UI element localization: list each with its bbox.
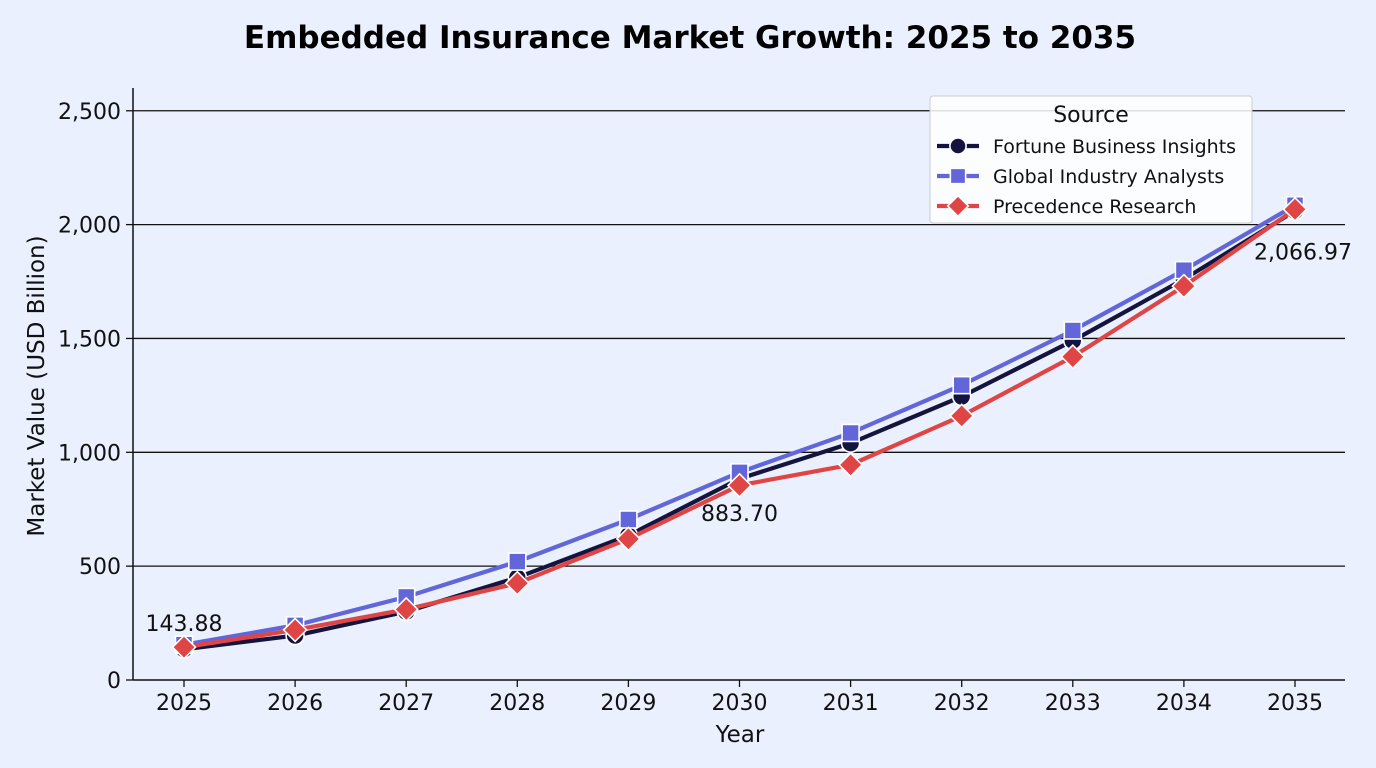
data-point [282, 617, 308, 643]
legend-marker [949, 137, 967, 155]
data-point [841, 423, 860, 443]
data-point [837, 452, 864, 478]
series-layer [171, 195, 1308, 660]
x-tick-label: 2035 [1267, 691, 1323, 716]
x-tick-label: 2032 [934, 691, 990, 716]
legend-box [929, 95, 1253, 224]
y-axis-label: Market Value (USD Billion) [24, 235, 50, 536]
y-tick-label: 1,000 [58, 441, 121, 466]
data-point [171, 634, 197, 660]
legend-label: Global Industry Analysts [993, 166, 1224, 188]
y-tick-label: 2,500 [58, 100, 121, 125]
data-point [1282, 196, 1308, 222]
x-tick-label: 2033 [1045, 691, 1101, 716]
data-label: 883.70 [701, 502, 778, 527]
x-tick-label: 2030 [712, 691, 768, 716]
x-tick-label: 2028 [489, 691, 545, 716]
x-tick-label: 2027 [378, 691, 434, 716]
legend-marker [949, 167, 967, 185]
data-point [1060, 344, 1086, 370]
legend-item: Precedence Research [937, 194, 1196, 218]
series-1 [174, 201, 1305, 660]
legend-label: Fortune Business Insights [993, 136, 1236, 158]
data-label: 2,066.97 [1254, 240, 1352, 265]
grid-lines [133, 110, 1345, 567]
y-tick-label: 1,500 [58, 327, 121, 352]
chart-title: Embedded Insurance Market Growth: 2025 t… [244, 20, 1136, 56]
series-line [183, 207, 1297, 650]
data-point [504, 570, 530, 596]
data-point [1063, 321, 1083, 340]
data-point [726, 472, 753, 498]
data-point [393, 596, 419, 623]
x-tick-label: 2034 [1156, 691, 1212, 716]
data-label: 143.88 [146, 612, 223, 637]
x-tick-label: 2031 [823, 691, 879, 716]
axes: 0 500 1,000 1,500 2,000 2,500 2025 2026 2027 2028… [58, 88, 1345, 716]
x-tick-label: 2029 [600, 691, 656, 716]
data-point [619, 510, 638, 529]
legend-marker [946, 194, 970, 218]
data-point [507, 552, 527, 571]
legend-item: Fortune Business Insights [937, 136, 1236, 158]
x-tick-label: 2026 [267, 691, 323, 716]
series-3 [171, 196, 1308, 660]
x-axis-label: Year [715, 722, 765, 748]
y-tick-label: 500 [79, 555, 121, 580]
data-point [615, 526, 642, 552]
series-2 [174, 195, 1305, 655]
legend: Source Fortune Business Insights Global I… [929, 95, 1253, 224]
legend-item: Global Industry Analysts [937, 166, 1224, 188]
series-line [183, 203, 1297, 647]
x-tick-label: 2025 [156, 691, 212, 716]
data-point [1171, 273, 1197, 299]
legend-label: Precedence Research [993, 196, 1196, 218]
data-point [949, 403, 975, 429]
series-line [183, 209, 1297, 652]
y-tick-label: 2,000 [58, 214, 121, 239]
data-labels: 143.88 883.70 2,066.97 [146, 240, 1352, 637]
legend-title: Source [1053, 103, 1129, 128]
y-tick-label: 0 [107, 669, 121, 694]
data-point [952, 375, 972, 395]
